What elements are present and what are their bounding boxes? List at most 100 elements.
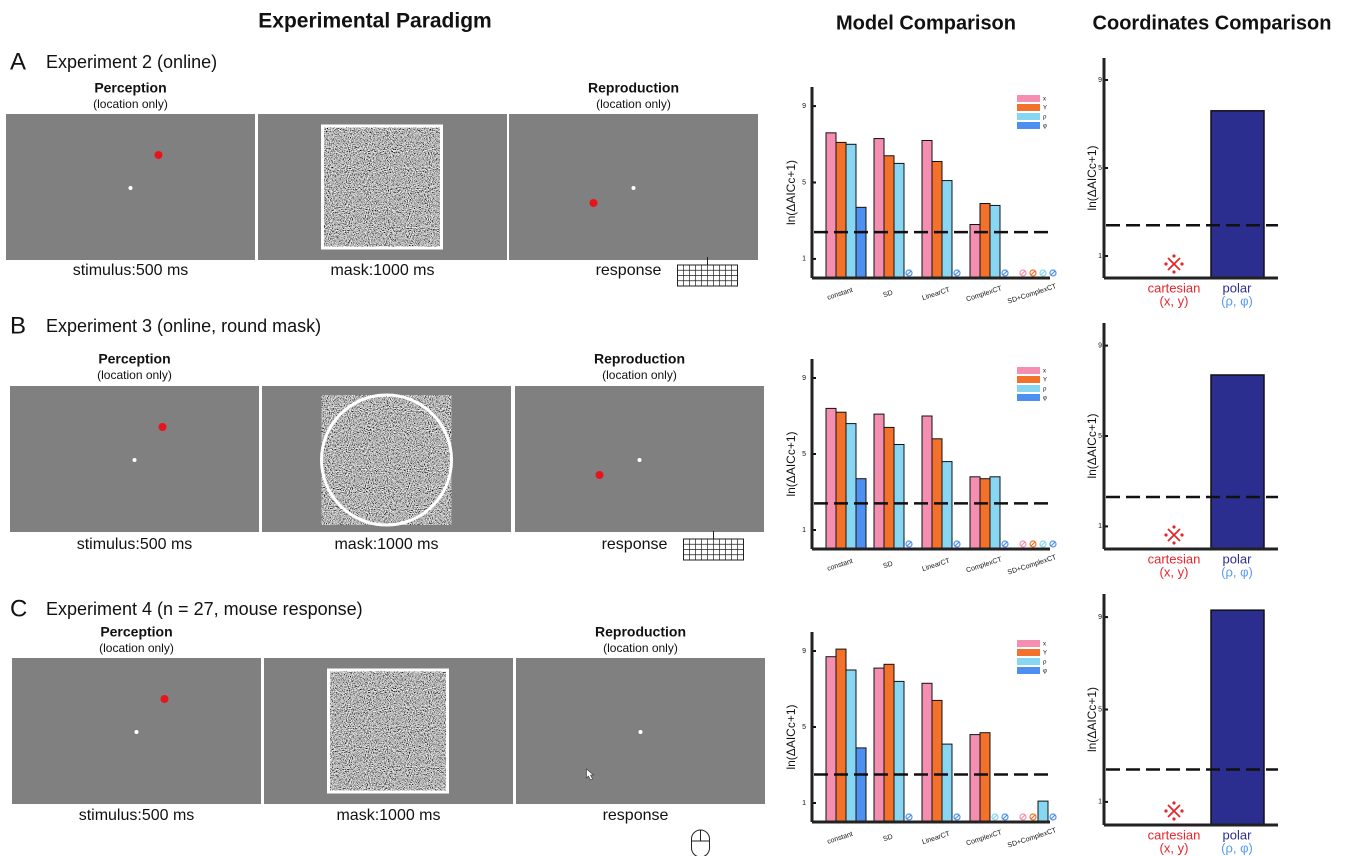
zero-marker-slash bbox=[1051, 815, 1055, 819]
phase-note: (location only) bbox=[99, 641, 174, 655]
legend-label: ρ bbox=[1043, 115, 1047, 121]
phase-caption: stimulus:500 ms bbox=[77, 536, 193, 553]
zero-marker-slash bbox=[1041, 542, 1045, 546]
y-tick-label: 9 bbox=[802, 648, 806, 655]
x-tick-sublabel: (x, y) bbox=[1160, 293, 1189, 308]
zero-marker bbox=[906, 270, 912, 276]
response-dot bbox=[596, 471, 604, 479]
x-tick-label: ComplexCT bbox=[965, 556, 1003, 574]
section-title: Coordinates Comparison bbox=[1093, 12, 1332, 34]
zero-marker bbox=[906, 814, 912, 820]
bar bbox=[874, 414, 884, 549]
zero-marker-dot bbox=[1164, 533, 1167, 536]
fixation-dot bbox=[129, 186, 133, 190]
zero-marker-slash bbox=[1003, 815, 1007, 819]
bar bbox=[894, 445, 904, 550]
zero-marker bbox=[954, 541, 960, 547]
experiment-title: Experiment 2 (online) bbox=[46, 52, 217, 72]
zero-marker-slash bbox=[1031, 271, 1035, 275]
x-tick-label: SD bbox=[882, 289, 893, 299]
phase-caption: response bbox=[602, 536, 668, 553]
bar bbox=[874, 139, 884, 278]
phase-label: Reproduction bbox=[595, 624, 686, 640]
figure: Experimental Paradigm Model Comparison C… bbox=[0, 0, 1366, 856]
y-tick-label: 5 bbox=[802, 451, 806, 458]
fixation-dot bbox=[632, 186, 636, 190]
phase-caption: mask:1000 ms bbox=[330, 262, 434, 279]
bar bbox=[932, 700, 942, 822]
zero-marker-slash bbox=[1031, 815, 1035, 819]
experiment-title: Experiment 3 (online, round mask) bbox=[46, 316, 321, 336]
zero-marker-dot bbox=[1172, 525, 1175, 528]
zero-marker-slash bbox=[907, 815, 911, 819]
panel-label: C bbox=[10, 595, 27, 622]
panel-label: B bbox=[10, 312, 26, 339]
bar bbox=[1211, 375, 1264, 549]
phase-caption: response bbox=[603, 807, 669, 824]
legend-label: x bbox=[1043, 97, 1046, 103]
bar bbox=[836, 412, 846, 549]
x-tick-label: constant bbox=[826, 831, 853, 846]
bar bbox=[894, 163, 904, 278]
zero-marker-slash bbox=[907, 542, 911, 546]
zero-marker-slash bbox=[907, 271, 911, 275]
bar bbox=[846, 670, 856, 822]
zero-marker bbox=[1002, 814, 1008, 820]
bar bbox=[980, 204, 990, 278]
bar bbox=[826, 657, 836, 822]
x-tick-label: constant bbox=[826, 287, 853, 302]
zero-marker bbox=[1030, 541, 1036, 547]
bar bbox=[884, 427, 894, 549]
legend-swatch bbox=[1017, 104, 1040, 111]
zero-marker-slash bbox=[1021, 271, 1025, 275]
bar bbox=[884, 156, 894, 278]
bar bbox=[874, 668, 884, 822]
response-dot bbox=[590, 199, 598, 207]
zero-marker bbox=[1030, 814, 1036, 820]
target-dot bbox=[161, 695, 169, 703]
legend-swatch bbox=[1017, 95, 1040, 102]
y-tick-label: 1 bbox=[802, 800, 806, 807]
zero-marker-slash bbox=[993, 815, 997, 819]
zero-marker bbox=[1050, 270, 1056, 276]
zero-marker bbox=[1020, 814, 1026, 820]
zero-marker bbox=[1020, 541, 1026, 547]
phase-label: Reproduction bbox=[594, 351, 685, 367]
y-tick-label: 9 bbox=[802, 375, 806, 382]
phase-label: Perception bbox=[98, 351, 170, 367]
phase-caption: stimulus:500 ms bbox=[73, 262, 189, 279]
bar bbox=[922, 140, 932, 278]
zero-marker bbox=[1030, 270, 1036, 276]
zero-marker-dot bbox=[1172, 801, 1175, 804]
section-title: Experimental Paradigm bbox=[258, 10, 491, 33]
zero-marker-slash bbox=[955, 271, 959, 275]
zero-marker-slash bbox=[1003, 271, 1007, 275]
legend-label: φ bbox=[1043, 396, 1047, 402]
phase-note: (location only) bbox=[93, 97, 168, 111]
bar bbox=[884, 664, 894, 822]
zero-marker-dot bbox=[1164, 809, 1167, 812]
x-tick-sublabel: (ρ, φ) bbox=[1221, 840, 1253, 855]
y-tick-label: 1 bbox=[802, 527, 806, 534]
bar bbox=[856, 748, 866, 822]
zero-marker bbox=[1164, 525, 1183, 544]
panel-label: A bbox=[10, 48, 26, 75]
zero-marker-slash bbox=[1031, 542, 1035, 546]
zero-marker-dot bbox=[1180, 533, 1183, 536]
zero-marker-slash bbox=[1051, 542, 1055, 546]
legend-label: ρ bbox=[1043, 387, 1047, 393]
y-axis-label: ln(ΔAICc+1) bbox=[1085, 145, 1099, 210]
phase-note: (location only) bbox=[602, 368, 677, 382]
bar bbox=[990, 477, 1000, 549]
bar bbox=[980, 479, 990, 549]
bar bbox=[942, 744, 952, 822]
phase-note: (location only) bbox=[603, 641, 678, 655]
phase-caption: mask:1000 ms bbox=[336, 807, 440, 824]
phase-caption: response bbox=[596, 262, 662, 279]
legend-swatch bbox=[1017, 649, 1040, 656]
bar bbox=[942, 462, 952, 549]
fixation-dot bbox=[638, 458, 642, 462]
y-tick-label: 9 bbox=[1098, 614, 1102, 621]
zero-marker-dot bbox=[1180, 262, 1183, 265]
x-tick-label: LinearCT bbox=[921, 830, 951, 846]
